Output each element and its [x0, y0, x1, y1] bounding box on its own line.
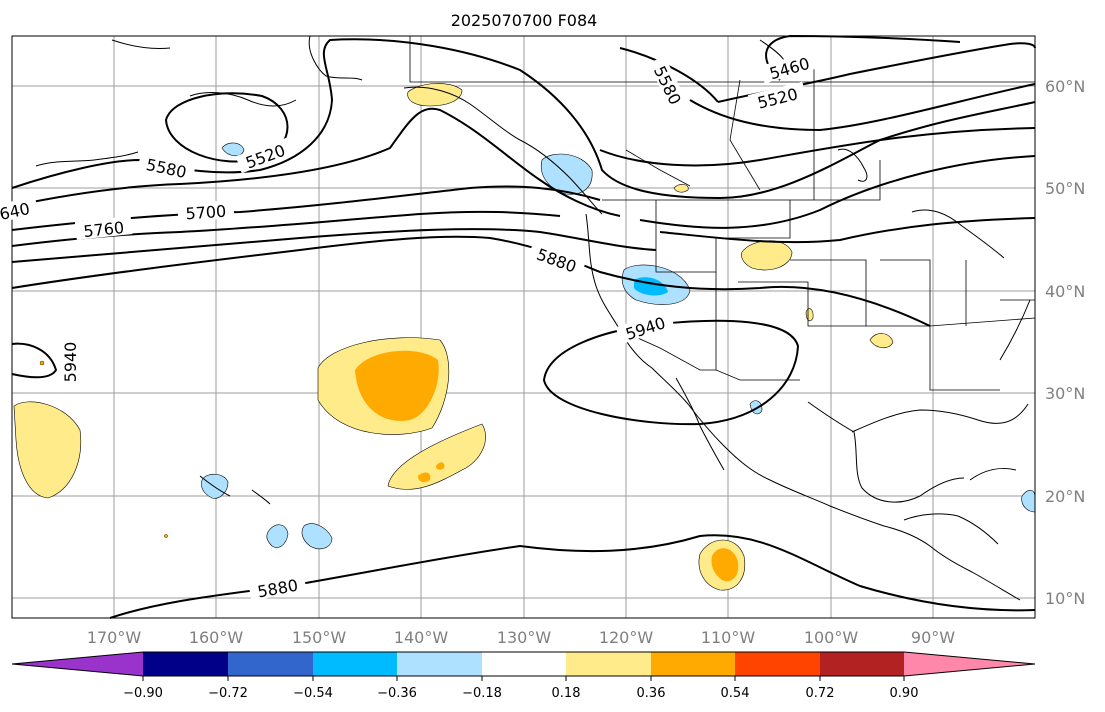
- positive-anomaly-west-edge: [13, 401, 82, 499]
- strong-anomaly-southwest-dot2: [436, 462, 445, 470]
- colorbar-segment-8: [735, 652, 820, 676]
- colorbar-segment-4: [397, 652, 482, 676]
- contour-5700-east: [639, 155, 1036, 229]
- colorbar-tick-3: −0.36: [377, 686, 417, 701]
- strong-anomaly-southwest-dot: [418, 472, 431, 483]
- strong-anomaly-mexico-pacific: [711, 548, 739, 582]
- contour-5940-west: [11, 342, 58, 379]
- latitude-labels: 60°N 50°N 40°N 30°N 20°N 10°N: [1045, 77, 1085, 608]
- colorbar-tick-1: −0.72: [208, 686, 248, 701]
- colorbar-tick-5: 0.18: [552, 686, 581, 701]
- colorbar-segment-3: [313, 652, 397, 676]
- contour-label-5940-west: 5940: [61, 342, 80, 383]
- contour-5940-high: [542, 319, 800, 426]
- contour-5820: [11, 228, 657, 263]
- strong-positive-anomaly-central-pacific: [355, 350, 439, 421]
- lon-label-150w: 150°W: [292, 628, 347, 647]
- lon-label-140w: 140°W: [394, 628, 449, 647]
- lon-label-110w: 110°W: [701, 628, 756, 647]
- lon-label-90w: 90°W: [911, 628, 955, 647]
- lon-label-120w: 120°W: [599, 628, 654, 647]
- colorbar-tick-7: 0.54: [721, 686, 750, 701]
- negative-anomaly-hawaii-3: [301, 523, 333, 550]
- colorbar-segment-1: [143, 652, 228, 676]
- positive-anomaly-small-plains: [869, 333, 894, 349]
- colorbar-segment-6: [566, 652, 651, 676]
- colorbar-segment-7: [651, 652, 735, 676]
- colorbar-tick-0: −0.90: [123, 686, 163, 701]
- contour-label-5700: 5700: [185, 202, 227, 224]
- colorbar-tick-6: 0.36: [637, 686, 666, 701]
- map-title: 2025070700 F084: [451, 11, 598, 30]
- contour-labels: 5460 5520 5520 5580 5580 5640 5700 5760: [0, 50, 819, 601]
- positive-anomaly-southwest: [387, 423, 486, 490]
- negative-anomaly-hawaii-2: [266, 524, 289, 548]
- negative-anomaly-bering: [221, 142, 245, 157]
- lon-label-170w: 170°W: [87, 628, 142, 647]
- lat-label-60n: 60°N: [1045, 77, 1085, 96]
- lat-label-50n: 50°N: [1045, 179, 1085, 198]
- positive-anomaly-alaska: [407, 83, 463, 107]
- longitude-labels: 170°W 160°W 150°W 140°W 130°W 120°W 110°…: [87, 628, 955, 647]
- lon-label-130w: 130°W: [497, 628, 552, 647]
- lon-label-160w: 160°W: [189, 628, 244, 647]
- lat-label-20n: 20°N: [1045, 487, 1085, 506]
- contour-5580-north-pacific: [11, 38, 1036, 200]
- colorbar-segment-0: [12, 652, 143, 676]
- negative-anomaly-hawaii-1: [201, 473, 229, 499]
- positive-anomaly-small-canada: [673, 184, 689, 193]
- colorbar-tick-4: −0.18: [462, 686, 502, 701]
- colorbar-segment-5: [482, 652, 566, 676]
- coastlines: [35, 35, 1031, 601]
- positive-anomaly-small-texas: [805, 308, 814, 322]
- contour-5580-bering: [164, 92, 289, 163]
- contour-5640: [11, 107, 621, 217]
- contour-5640-east: [599, 127, 1036, 167]
- lat-label-10n: 10°N: [1045, 589, 1085, 608]
- contour-label-5760: 5760: [83, 218, 125, 241]
- colorbar-segment-9: [820, 652, 904, 676]
- lat-label-40n: 40°N: [1045, 282, 1085, 301]
- contour-5760-east: [659, 217, 1036, 244]
- colorbar-tick-8: 0.72: [806, 686, 835, 701]
- political-borders: [409, 36, 1036, 391]
- lon-label-100w: 100°W: [804, 628, 859, 647]
- colorbar-tick-2: −0.54: [293, 686, 333, 701]
- colorbar-segment-2: [228, 652, 313, 676]
- anomaly-shading: [13, 83, 1036, 591]
- contour-5520-ne-inner: [689, 83, 1036, 132]
- colorbar: −0.90 −0.72 −0.54 −0.36 −0.18 0.18 0.36 …: [11, 651, 1036, 701]
- lat-label-30n: 30°N: [1045, 384, 1085, 403]
- colorbar-tick-9: 0.90: [890, 686, 919, 701]
- map-panel: [11, 34, 1036, 619]
- contour-5580-inner: [619, 47, 719, 103]
- colorbar-segment-10: [904, 652, 1035, 676]
- contour-5880-north: [11, 235, 931, 327]
